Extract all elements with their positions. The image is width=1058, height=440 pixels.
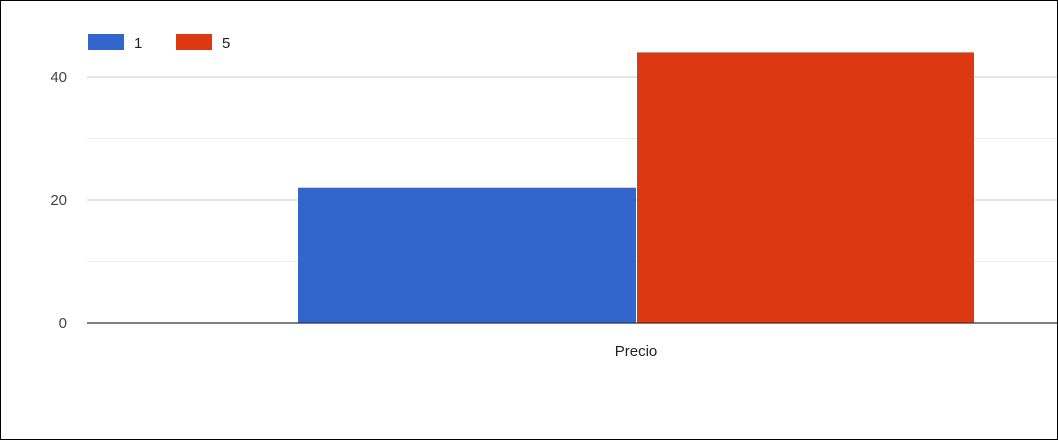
y-tick-label: 40 bbox=[50, 69, 67, 86]
x-category-label: Precio bbox=[615, 343, 658, 360]
legend-label: 1 bbox=[134, 35, 142, 52]
y-tick-label: 20 bbox=[50, 192, 67, 209]
bar-1 bbox=[298, 187, 636, 323]
y-tick-label: 0 bbox=[59, 315, 67, 332]
bar-5 bbox=[637, 52, 974, 324]
legend-swatch bbox=[88, 34, 124, 50]
legend-swatch bbox=[176, 34, 212, 50]
legend-label: 5 bbox=[222, 35, 230, 52]
